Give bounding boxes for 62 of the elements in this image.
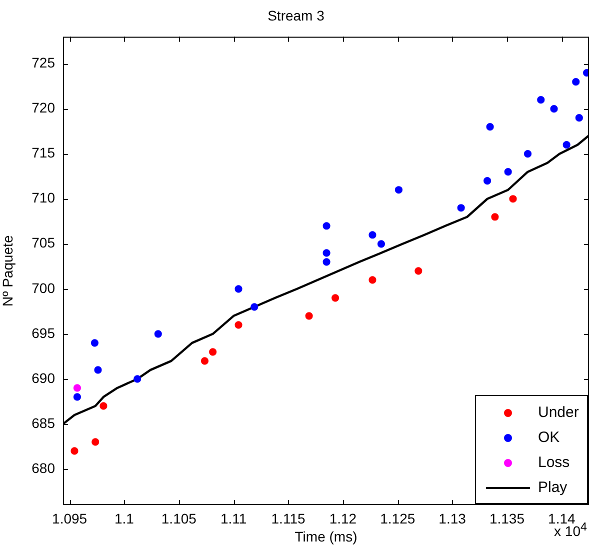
point (209, 348, 217, 356)
point (491, 213, 499, 221)
point (134, 375, 142, 383)
y-tick-label: 710 (32, 190, 56, 206)
point (484, 177, 492, 185)
point (322, 249, 330, 257)
y-tick-label: 700 (32, 280, 56, 296)
x-tick-label: 1.11 (220, 510, 247, 526)
y-axis-title: Nº Paquete (0, 235, 16, 307)
legend-label: Loss (538, 454, 570, 471)
y-tick-label: 685 (32, 414, 56, 431)
point (234, 285, 242, 293)
point (234, 321, 242, 329)
point (537, 96, 545, 104)
point (322, 222, 330, 230)
point (331, 294, 340, 302)
point (394, 186, 403, 194)
point (457, 204, 465, 212)
point (504, 168, 512, 176)
point (509, 195, 517, 203)
point (154, 330, 162, 338)
x-tick-label: 1.105 (161, 510, 197, 526)
point (94, 366, 102, 374)
point (100, 402, 108, 410)
point (368, 276, 376, 284)
x-axis-title: Time (ms) (294, 528, 358, 544)
point (562, 141, 570, 149)
y-tick-label: 705 (32, 234, 56, 251)
x-tick-label: 1.1 (114, 510, 134, 526)
point (524, 150, 532, 158)
point (92, 438, 100, 446)
x-tick-label: 1.095 (52, 510, 88, 526)
point (305, 312, 313, 320)
x-tick-label: 1.12 (329, 510, 357, 526)
chart-title: Stream 3 (268, 7, 325, 24)
point (90, 339, 99, 347)
point (368, 231, 376, 239)
legend-label: Under (538, 404, 579, 421)
y-tick-label: 715 (32, 144, 56, 161)
point (377, 240, 386, 248)
point (414, 267, 422, 275)
y-tick-label: 720 (32, 100, 56, 116)
x-tick-label: 1.13 (438, 510, 466, 526)
y-tick-label: 725 (32, 54, 56, 71)
point (575, 114, 583, 122)
point (73, 384, 82, 392)
point (250, 303, 258, 311)
point (486, 123, 494, 131)
y-tick-label: 690 (32, 370, 56, 386)
point (322, 258, 330, 266)
y-tick-label: 680 (32, 460, 56, 476)
point (200, 357, 209, 365)
x-tick-label: 1.125 (380, 510, 416, 526)
x-tick-label: 1.135 (489, 510, 525, 526)
point (70, 447, 78, 455)
legend-label: Play (538, 479, 568, 496)
legend-label: OK (538, 429, 560, 446)
point (550, 105, 558, 113)
x-tick-label: 1.115 (271, 510, 306, 526)
y-tick-label: 695 (32, 324, 56, 341)
point (73, 393, 82, 401)
point (572, 78, 580, 86)
